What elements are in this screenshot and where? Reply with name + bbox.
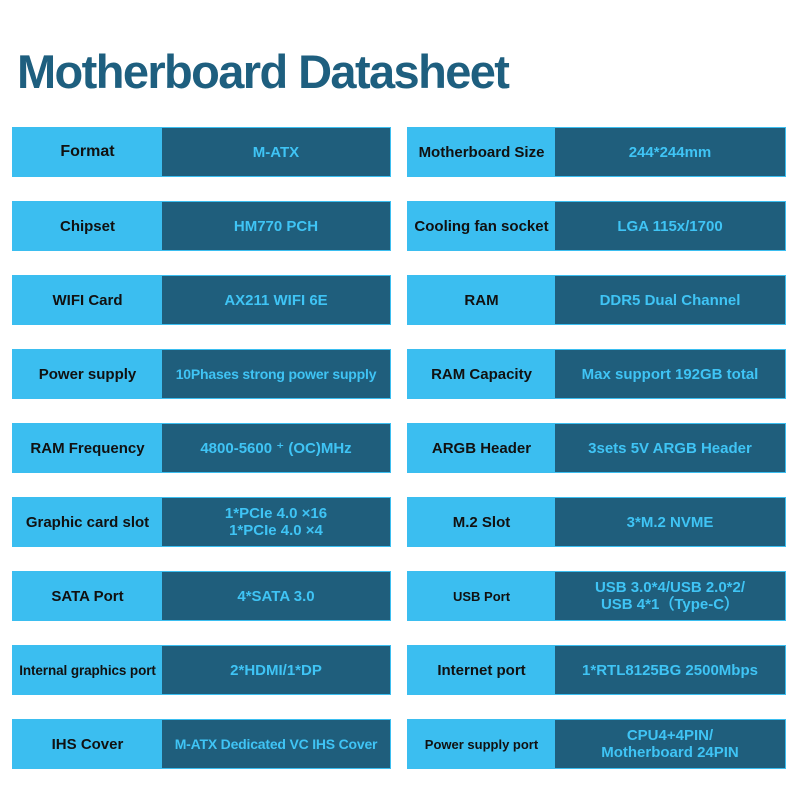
spec-value-line: 3sets 5V ARGB Header <box>588 439 752 457</box>
spec-label-usb-port: USB Port <box>452 588 511 604</box>
spec-value-internet-port: 1*RTL8125BG 2500Mbps <box>555 646 785 694</box>
spec-card-ram-capacity: RAM Capacity Max support 192GB total <box>407 349 786 399</box>
spec-value-graphic-card-slot: 1*PCIe 4.0 ×16 1*PCIe 4.0 ×4 <box>162 498 390 546</box>
spec-value-ram: DDR5 Dual Channel <box>555 276 785 324</box>
spec-label-m2-slot: M.2 Slot <box>452 513 511 531</box>
spec-value-power-supply-port: CPU4+4PIN/ Motherboard 24PIN <box>555 720 785 768</box>
spec-label-ram-capacity: RAM Capacity <box>431 365 532 383</box>
spec-value-motherboard-size: 244*244mm <box>555 128 785 176</box>
spec-label-chipset: Chipset <box>59 217 115 235</box>
spec-value-ram-capacity: Max support 192GB total <box>555 350 785 398</box>
spec-value-line: 1*RTL8125BG 2500Mbps <box>582 661 758 679</box>
spec-card-internal-graphics-port: Internal graphics port 2*HDMI/1*DP <box>12 645 391 695</box>
spec-value-usb-port: USB 3.0*4/USB 2.0*2/ USB 4*1（Type-C） <box>555 572 785 620</box>
spec-card-internet-port: Internet port 1*RTL8125BG 2500Mbps <box>407 645 786 695</box>
spec-value-format: M-ATX <box>162 128 390 176</box>
spec-value-cooling-fan-socket: LGA 115x/1700 <box>555 202 785 250</box>
spec-card-motherboard-size: Motherboard Size 244*244mm <box>407 127 786 177</box>
spec-value-chipset: HM770 PCH <box>162 202 390 250</box>
spec-value-power-supply: 10Phases strong power supply <box>162 350 390 398</box>
spec-value-line: 4*SATA 3.0 <box>237 587 315 605</box>
spec-value-internal-graphics-port: 2*HDMI/1*DP <box>162 646 390 694</box>
spec-value-wifi-card: AX211 WIFI 6E <box>162 276 390 324</box>
spec-label-internet-port: Internet port <box>437 661 526 679</box>
spec-value-line: USB 4*1（Type-C） <box>600 596 740 613</box>
spec-label-wifi-card: WIFI Card <box>52 291 123 309</box>
spec-value-line: HM770 PCH <box>233 217 319 235</box>
spec-value-line: LGA 115x/1700 <box>617 217 723 235</box>
spec-card-power-supply-port: Power supply port CPU4+4PIN/ Motherboard… <box>407 719 786 769</box>
spec-card-ram-frequency: RAM Frequency 4800-5600 ⁺ (OC)MHz <box>12 423 391 473</box>
spec-label-sata-port: SATA Port <box>51 587 124 605</box>
spec-value-line: DDR5 Dual Channel <box>599 291 741 309</box>
spec-value-line: Motherboard 24PIN <box>601 744 739 761</box>
spec-card-usb-port: USB Port USB 3.0*4/USB 2.0*2/ USB 4*1（Ty… <box>407 571 786 621</box>
spec-value-m2-slot: 3*M.2 NVME <box>555 498 785 546</box>
spec-value-line: 10Phases strong power supply <box>175 365 377 382</box>
spec-value-line: AX211 WIFI 6E <box>224 291 328 309</box>
spec-value-argb-header: 3sets 5V ARGB Header <box>555 424 785 472</box>
spec-value-line: 1*PCIe 4.0 ×16 <box>224 505 328 522</box>
spec-card-ihs-cover: IHS Cover M-ATX Dedicated VC IHS Cover <box>12 719 391 769</box>
spec-label-graphic-card-slot: Graphic card slot <box>25 513 150 531</box>
spec-value-line: 244*244mm <box>628 143 712 161</box>
spec-label-argb-header: ARGB Header <box>431 439 532 457</box>
spec-value-line: 1*PCIe 4.0 ×4 <box>229 522 323 539</box>
spec-card-chipset: Chipset HM770 PCH <box>12 201 391 251</box>
spec-value-line: CPU4+4PIN/ <box>626 727 714 744</box>
spec-label-power-supply-port: Power supply port <box>424 736 539 752</box>
spec-value-ihs-cover: M-ATX Dedicated VC IHS Cover <box>162 720 390 768</box>
spec-card-graphic-card-slot: Graphic card slot 1*PCIe 4.0 ×16 1*PCIe … <box>12 497 391 547</box>
spec-value-line: Max support 192GB total <box>581 365 759 383</box>
spec-value-line: USB 3.0*4/USB 2.0*2/ <box>594 579 746 596</box>
spec-label-ram: RAM <box>464 291 499 309</box>
spec-value-ram-frequency: 4800-5600 ⁺ (OC)MHz <box>162 424 390 472</box>
spec-value-line: 3*M.2 NVME <box>626 513 714 531</box>
spec-card-ram: RAM DDR5 Dual Channel <box>407 275 786 325</box>
spec-card-wifi-card: WIFI Card AX211 WIFI 6E <box>12 275 391 325</box>
spec-label-ram-frequency: RAM Frequency <box>30 439 145 457</box>
spec-label-format: Format <box>60 143 115 160</box>
spec-card-m2-slot: M.2 Slot 3*M.2 NVME <box>407 497 786 547</box>
spec-value-line: M-ATX Dedicated VC IHS Cover <box>174 735 378 752</box>
spec-label-power-supply: Power supply <box>38 365 137 383</box>
spec-label-cooling-fan-socket: Cooling fan socket <box>414 217 549 235</box>
spec-card-sata-port: SATA Port 4*SATA 3.0 <box>12 571 391 621</box>
spec-card-cooling-fan-socket: Cooling fan socket LGA 115x/1700 <box>407 201 786 251</box>
spec-card-format: Format M-ATX <box>12 127 391 177</box>
spec-value-line: 4800-5600 ⁺ (OC)MHz <box>200 439 352 457</box>
spec-label-internal-graphics-port: Internal graphics port <box>19 662 156 678</box>
spec-card-argb-header: ARGB Header 3sets 5V ARGB Header <box>407 423 786 473</box>
spec-value-line: 2*HDMI/1*DP <box>230 661 322 679</box>
spec-card-power-supply: Power supply 10Phases strong power suppl… <box>12 349 391 399</box>
spec-grid: Format M-ATX Motherboard Size 244*244mm … <box>12 127 786 769</box>
spec-value-sata-port: 4*SATA 3.0 <box>162 572 390 620</box>
spec-value-line: M-ATX <box>252 143 300 161</box>
spec-label-motherboard-size: Motherboard Size <box>418 143 545 161</box>
spec-label-ihs-cover: IHS Cover <box>51 735 124 753</box>
page-title: Motherboard Datasheet <box>17 45 510 98</box>
